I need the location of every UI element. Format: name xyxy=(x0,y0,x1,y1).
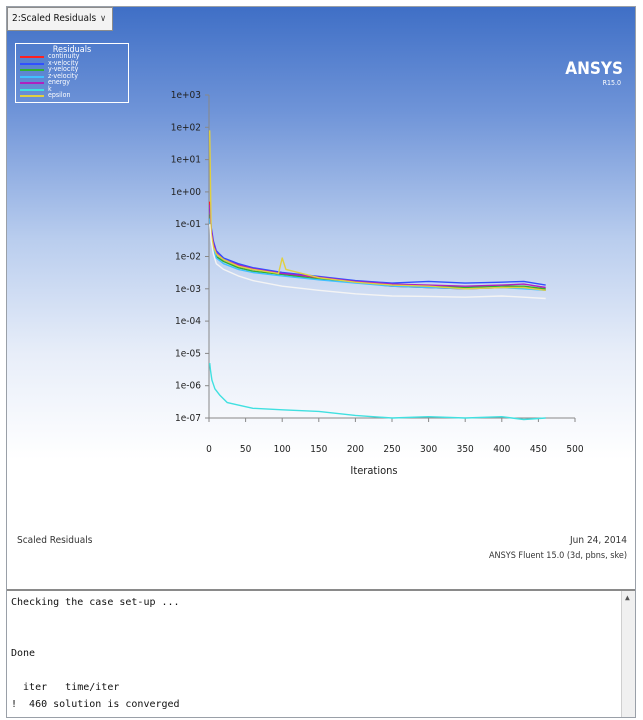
x-tick-label: 0 xyxy=(206,444,212,455)
x-tick-label: 250 xyxy=(383,444,400,455)
x-tick-label: 100 xyxy=(274,444,291,455)
y-tick-label: 1e-01 xyxy=(175,219,201,230)
y-tick-label: 1e+01 xyxy=(171,155,201,166)
legend-item: x-velocity xyxy=(20,58,130,67)
x-axis-title: Iterations xyxy=(350,464,397,477)
legend-item: energy xyxy=(20,78,130,86)
plot-date: Jun 24, 2014 xyxy=(570,535,627,546)
series-line xyxy=(209,224,546,300)
y-tick-label: 1e-05 xyxy=(175,348,201,359)
legend-item: z-velocity xyxy=(20,71,130,80)
graphics-window: 2:Scaled Residuals ∨ Residuals continuit… xyxy=(7,7,635,587)
legend-swatch xyxy=(20,62,44,65)
series-line xyxy=(209,204,546,289)
legend-swatch xyxy=(20,88,44,91)
residuals-legend: Residuals continuity x-velocity y-velocity… xyxy=(15,43,129,103)
x-tick-label: 350 xyxy=(457,444,474,455)
legend-item: epsilon xyxy=(20,91,130,99)
scroll-up-icon[interactable]: ▲ xyxy=(625,593,630,602)
fluent-window: 2:Scaled Residuals ∨ Residuals continuit… xyxy=(6,6,636,718)
legend-label: epsilon xyxy=(48,91,71,99)
window-select-dropdown[interactable]: 2:Scaled Residuals ∨ xyxy=(7,7,113,31)
x-tick-label: 300 xyxy=(420,444,437,455)
y-tick-label: 1e+03 xyxy=(171,90,201,101)
series-line xyxy=(209,201,546,291)
console-scrollbar[interactable]: ▲ xyxy=(621,591,635,717)
legend-label: energy xyxy=(48,78,70,86)
legend-label: z-velocity xyxy=(48,71,78,80)
chevron-down-icon[interactable]: ∨ xyxy=(100,14,106,24)
console-line: ! 460 solution is converged xyxy=(11,699,180,710)
legend-swatch xyxy=(20,82,44,84)
console-line: iter time/iter xyxy=(11,682,120,693)
console-panel[interactable]: Checking the case set-up ... Done iter ti… xyxy=(7,589,635,717)
x-tick-label: 150 xyxy=(310,444,327,455)
console-line: Checking the case set-up ... xyxy=(11,597,180,608)
series-line xyxy=(209,218,546,291)
legend-label: continuity xyxy=(48,52,80,60)
y-tick-label: 1e-06 xyxy=(175,381,201,392)
window-select-value: 2:Scaled Residuals xyxy=(12,13,97,24)
series-line xyxy=(209,130,546,291)
legend-swatch xyxy=(20,56,44,58)
legend-label: y-velocity xyxy=(48,65,79,73)
legend-swatch xyxy=(20,95,44,97)
x-tick-label: 50 xyxy=(240,444,252,455)
x-tick-label: 500 xyxy=(566,444,583,455)
legend-item: k xyxy=(20,84,130,93)
solver-info: ANSYS Fluent 15.0 (3d, pbns, ske) xyxy=(489,551,627,561)
legend-item: y-velocity xyxy=(20,65,130,73)
legend-swatch xyxy=(20,75,44,78)
series-line xyxy=(209,363,546,421)
ansys-logo: ANSYS xyxy=(565,59,623,79)
console-line: Done xyxy=(11,648,36,659)
x-tick-label: 450 xyxy=(530,444,547,455)
x-tick-label: 200 xyxy=(347,444,364,455)
y-tick-label: 1e+00 xyxy=(171,187,202,198)
legend-title: Residuals xyxy=(52,45,92,55)
y-tick-label: 1e+02 xyxy=(171,122,201,133)
series-line xyxy=(209,214,546,290)
legend-label: x-velocity xyxy=(48,58,79,67)
x-tick-label: 400 xyxy=(493,444,510,455)
y-tick-label: 1e-07 xyxy=(175,413,201,424)
legend-label: k xyxy=(48,84,52,93)
residuals-plot: 1e+03 1e+02 1e+01 1e+00 1e-01 1e-02 1e-03 1e-04… xyxy=(171,90,584,477)
y-tick-label: 1e-04 xyxy=(175,316,201,327)
plot-title-footer: Scaled Residuals xyxy=(17,535,93,546)
y-tick-label: 1e-03 xyxy=(175,284,201,295)
legend-swatch xyxy=(20,69,44,71)
legend-item: continuity xyxy=(20,52,130,60)
ansys-version: R15.0 xyxy=(602,79,621,87)
y-tick-label: 1e-02 xyxy=(175,252,201,263)
